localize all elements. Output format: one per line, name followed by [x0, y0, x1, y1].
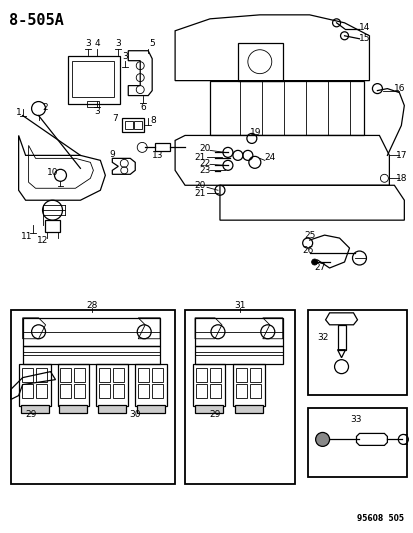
Bar	[209, 80, 363, 135]
Bar	[134, 122, 142, 130]
Circle shape	[315, 432, 329, 447]
Bar	[196, 368, 206, 382]
Bar	[185, 310, 294, 484]
Text: 3: 3	[122, 52, 128, 61]
Text: 29: 29	[25, 410, 36, 419]
Text: 11: 11	[21, 232, 32, 240]
Bar	[99, 384, 110, 398]
Text: 25: 25	[303, 231, 315, 240]
Bar	[249, 368, 260, 382]
Text: 1: 1	[16, 108, 21, 117]
Text: 9: 9	[109, 150, 115, 159]
Bar	[19, 364, 50, 406]
Text: 18: 18	[395, 174, 406, 183]
Bar	[21, 368, 33, 382]
Text: 14: 14	[358, 23, 369, 33]
Text: 23: 23	[199, 166, 210, 175]
Text: 21: 21	[194, 153, 205, 162]
Bar	[45, 220, 60, 232]
Bar	[72, 61, 114, 96]
Bar	[138, 384, 149, 398]
Text: 6: 6	[140, 103, 146, 112]
Bar	[98, 405, 126, 413]
Bar	[74, 368, 85, 382]
Bar	[234, 405, 262, 413]
Text: 2: 2	[43, 103, 48, 112]
Bar	[155, 143, 170, 151]
Text: 21: 21	[194, 189, 205, 198]
Bar	[125, 122, 133, 130]
Bar	[135, 364, 167, 406]
Text: 3: 3	[85, 39, 91, 49]
Bar	[36, 384, 46, 398]
Text: 15: 15	[358, 34, 369, 43]
Text: 8: 8	[150, 116, 156, 125]
Bar	[99, 368, 110, 382]
Text: 95608  505: 95608 505	[356, 514, 404, 523]
Bar	[307, 408, 406, 477]
Bar	[11, 310, 175, 484]
Text: 10: 10	[47, 168, 58, 177]
Bar	[60, 384, 71, 398]
Bar	[113, 384, 124, 398]
Bar	[122, 118, 144, 133]
Bar	[59, 405, 87, 413]
Bar	[249, 384, 260, 398]
Bar	[192, 364, 224, 406]
Bar	[36, 368, 46, 382]
Text: 19: 19	[249, 128, 261, 137]
Bar	[235, 368, 246, 382]
Bar	[60, 368, 71, 382]
Text: 8-505A: 8-505A	[9, 13, 63, 28]
Bar	[233, 364, 264, 406]
Text: 3: 3	[94, 107, 100, 116]
Text: 13: 13	[152, 151, 164, 160]
Text: 20: 20	[199, 144, 210, 153]
Bar	[138, 368, 149, 382]
Bar	[74, 384, 85, 398]
Bar	[113, 368, 124, 382]
Bar	[307, 310, 406, 394]
Bar	[235, 384, 246, 398]
Bar	[209, 384, 221, 398]
Bar	[87, 101, 99, 107]
Bar	[196, 384, 206, 398]
Text: 30: 30	[129, 410, 141, 419]
Text: 33: 33	[350, 415, 361, 424]
Bar	[23, 318, 160, 346]
Text: 24: 24	[263, 153, 275, 162]
Text: 16: 16	[393, 84, 404, 93]
Circle shape	[311, 259, 317, 265]
Bar	[96, 364, 128, 406]
Text: 32: 32	[316, 333, 328, 342]
Bar	[237, 43, 282, 80]
Text: 12: 12	[37, 236, 48, 245]
Bar	[57, 364, 89, 406]
Text: 26: 26	[301, 246, 313, 255]
Bar	[195, 318, 282, 346]
Bar	[337, 325, 345, 350]
Bar	[21, 384, 33, 398]
Bar	[68, 56, 120, 103]
Bar	[23, 346, 160, 364]
Text: 4: 4	[94, 39, 100, 49]
Text: 20: 20	[194, 181, 205, 190]
Bar	[195, 346, 282, 364]
Text: 22: 22	[199, 159, 210, 168]
Bar	[195, 405, 223, 413]
Bar	[137, 405, 165, 413]
Text: 17: 17	[395, 151, 406, 160]
Text: 29: 29	[209, 410, 220, 419]
Bar	[21, 405, 48, 413]
Text: 3: 3	[115, 39, 121, 49]
Text: 5: 5	[149, 39, 155, 49]
Bar	[152, 384, 163, 398]
Text: 27: 27	[313, 263, 325, 272]
Bar	[152, 368, 163, 382]
Text: 7: 7	[112, 114, 118, 123]
Text: 28: 28	[86, 301, 98, 310]
Bar	[209, 368, 221, 382]
Text: 31: 31	[234, 301, 245, 310]
